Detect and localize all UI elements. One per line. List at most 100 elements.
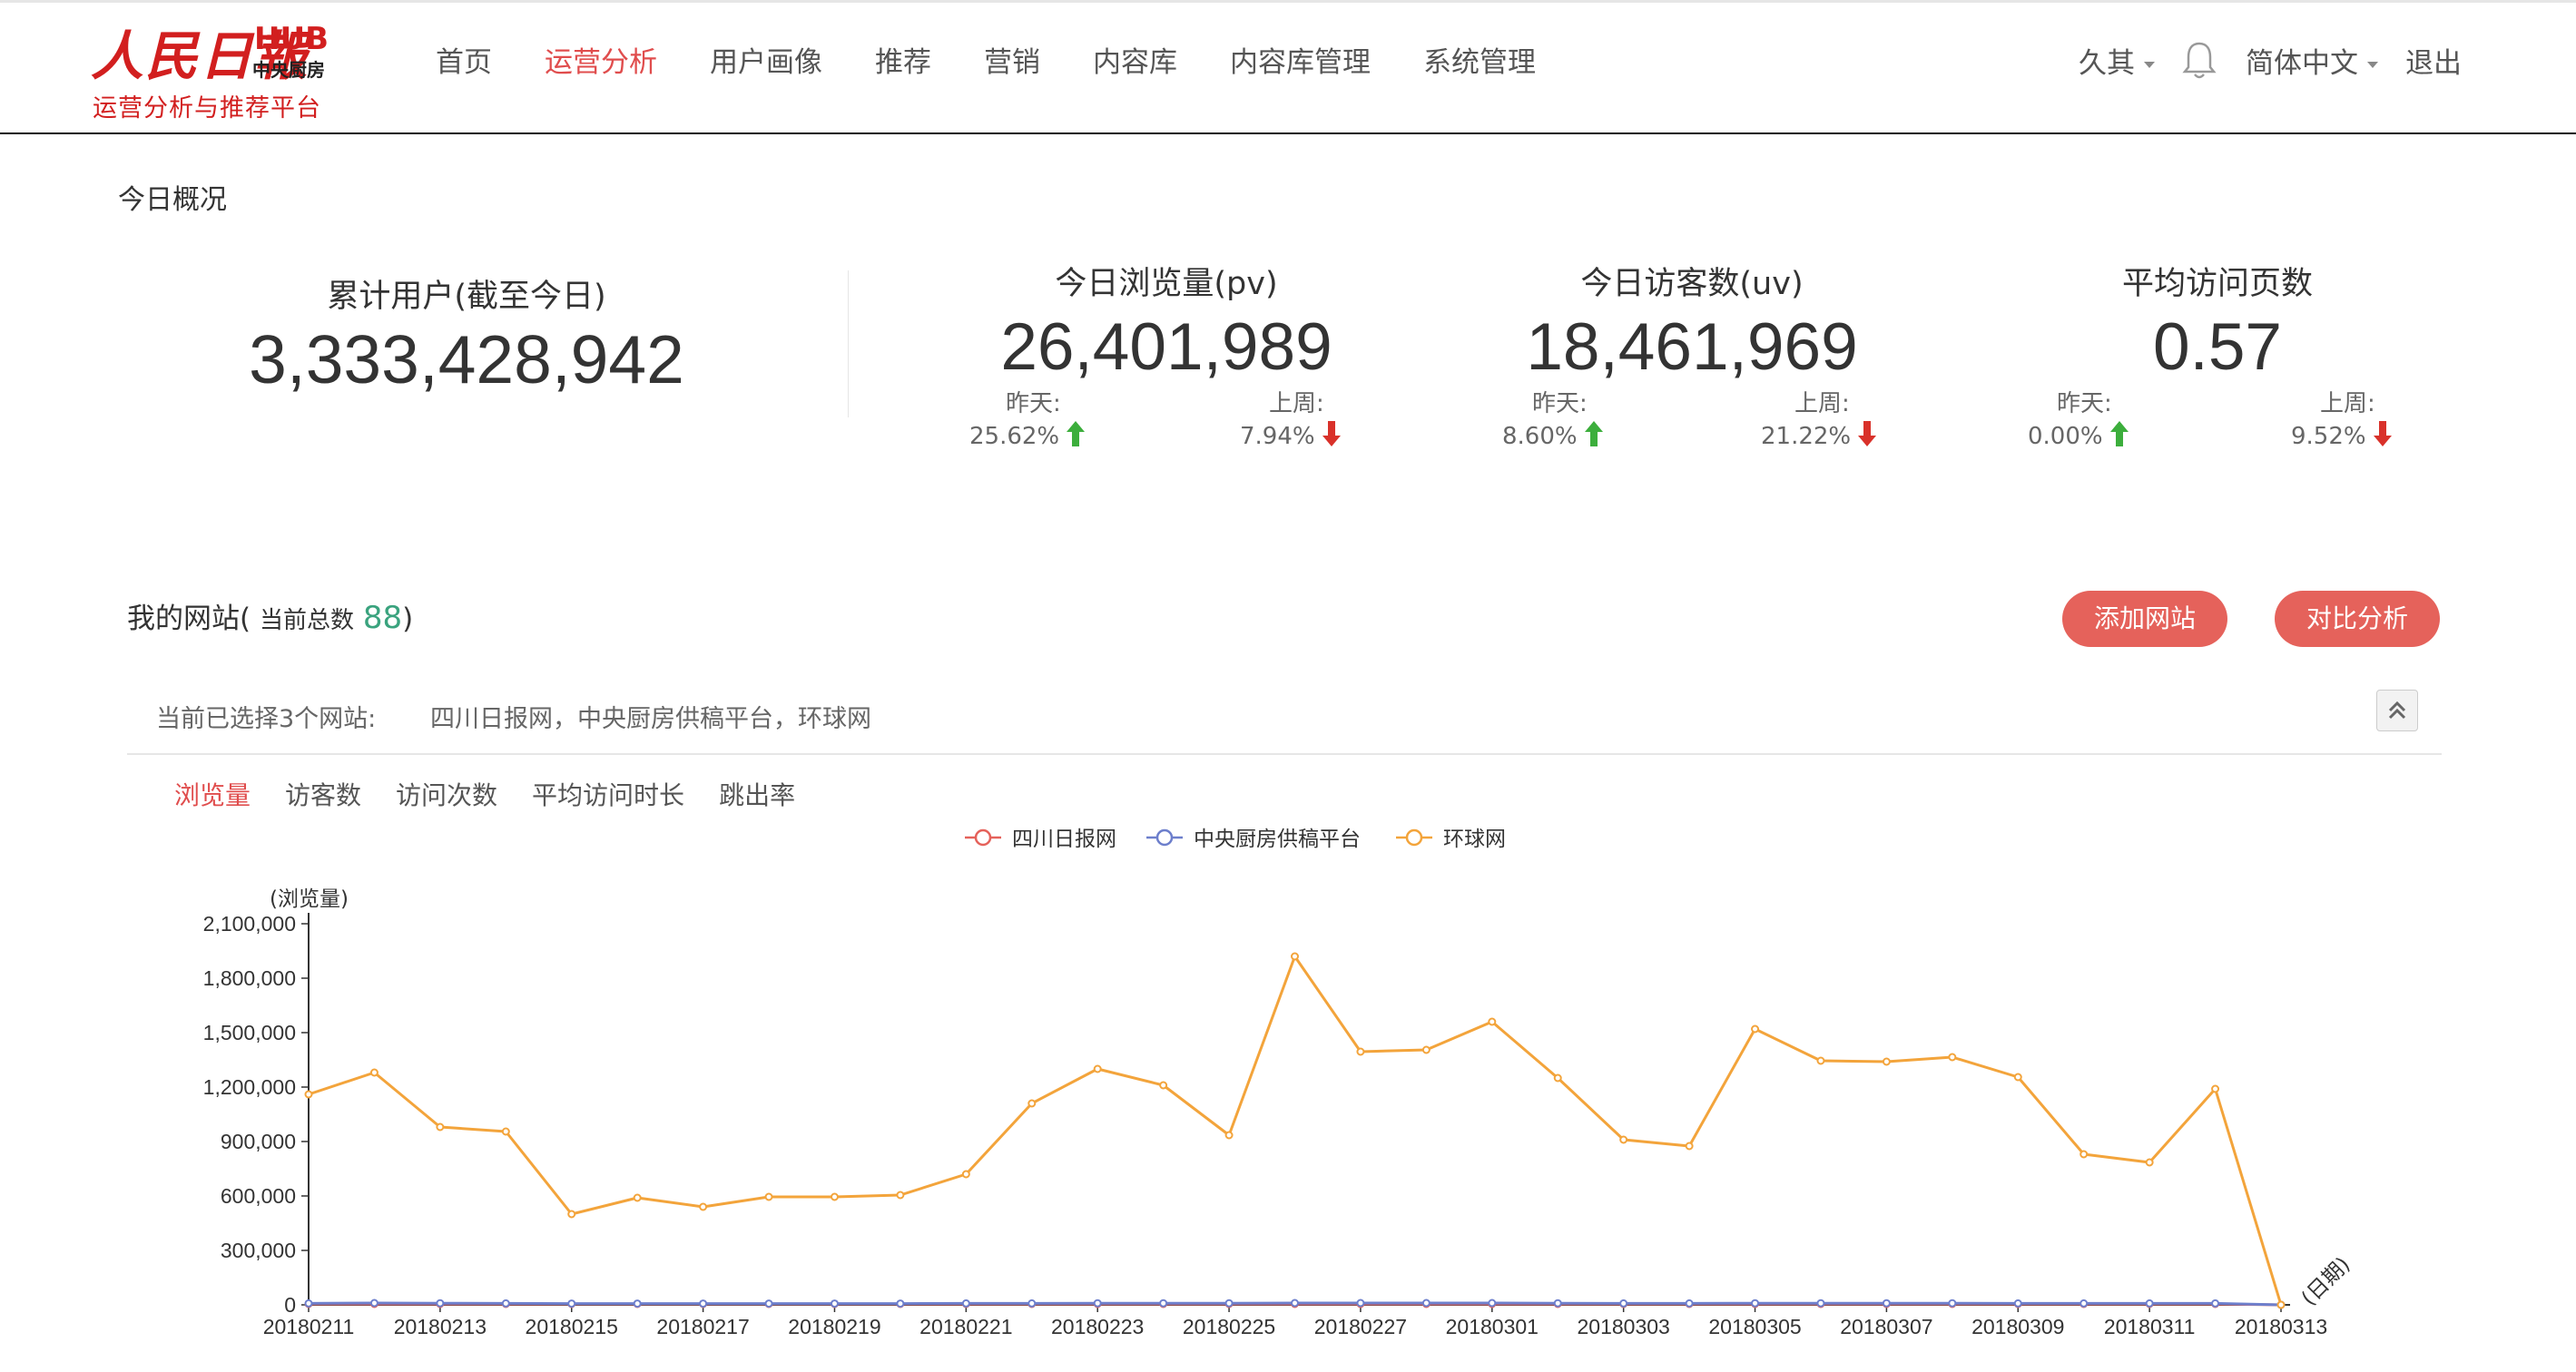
data-point: [1949, 1300, 1955, 1307]
logout-link[interactable]: 退出: [2405, 40, 2462, 81]
data-point: [1817, 1058, 1824, 1064]
data-point: [503, 1129, 509, 1135]
data-point: [897, 1192, 903, 1199]
data-point: [1292, 954, 1298, 960]
site-logo[interactable]: 人民日報 HUB 中央厨房 运营分析与推荐平台: [91, 14, 345, 121]
add-site-button[interactable]: 添加网站: [2062, 591, 2227, 647]
tab-visitors[interactable]: 访客数: [285, 776, 361, 812]
legend-marker: [1157, 830, 1172, 845]
my-sites-heading: 我的网站( 当前总数 88): [127, 595, 413, 636]
logo-hub-subtext: 中央厨房: [252, 55, 325, 82]
data-point: [1095, 1066, 1101, 1073]
y-tick-label: 1,500,000: [203, 1021, 296, 1044]
data-point: [1752, 1300, 1758, 1307]
legend-label: 四川日报网: [1012, 828, 1116, 851]
data-point: [1160, 1300, 1166, 1307]
y-tick-label: 0: [284, 1293, 296, 1317]
x-tick-label: 20180307: [1840, 1315, 1932, 1338]
selected-sites-bar: 当前已选择3个网站: 四川日报网，中央厨房供稿平台，环球网: [127, 681, 2442, 755]
data-point: [1620, 1300, 1627, 1307]
x-tick-label: 20180309: [1971, 1315, 2064, 1338]
legend-label: 环球网: [1443, 828, 1506, 851]
nav-item-marketing[interactable]: 营销: [984, 39, 1040, 80]
user-name: 久其: [2079, 47, 2135, 80]
data-point: [2080, 1152, 2087, 1158]
data-point: [1752, 1026, 1758, 1033]
data-point: [1226, 1132, 1233, 1139]
selected-sites-label: 当前已选择3个网站:: [156, 699, 376, 734]
bell-icon[interactable]: [2180, 39, 2218, 81]
avg-pages-lastweek-change: 9.52%: [2291, 419, 2394, 455]
pv-lastweek-percent: 7.94%: [1240, 423, 1315, 450]
tab-pageviews[interactable]: 浏览量: [174, 776, 251, 812]
x-tick-label: 20180219: [788, 1315, 880, 1338]
pv-label: 今日浏览量(pv): [939, 258, 1393, 304]
nav-item-user-profile[interactable]: 用户画像: [710, 39, 822, 80]
nav-item-operations-analysis[interactable]: 运营分析: [545, 39, 657, 80]
language-dropdown[interactable]: 简体中文: [2246, 40, 2378, 81]
y-tick-label: 1,200,000: [203, 1075, 296, 1099]
data-point: [1686, 1143, 1693, 1150]
site-count: 88: [363, 600, 402, 636]
x-tick-label: 20180305: [1708, 1315, 1801, 1338]
data-point: [1095, 1300, 1101, 1307]
pv-yesterday-change: 25.62%: [969, 419, 1086, 455]
avg-pages-yesterday-change: 0.00%: [2028, 419, 2130, 455]
x-tick-label: 20180227: [1314, 1315, 1407, 1338]
double-chevron-up-icon: [2377, 691, 2417, 730]
data-point: [1489, 1300, 1495, 1307]
arrow-down-icon: [1321, 419, 1342, 455]
data-point: [306, 1300, 312, 1307]
overview-divider: [848, 270, 849, 417]
chevron-down-icon: [2144, 62, 2155, 68]
data-point: [1357, 1300, 1363, 1307]
nav-item-content-library[interactable]: 内容库: [1093, 39, 1177, 80]
data-point: [437, 1124, 443, 1131]
tab-visits[interactable]: 访问次数: [396, 776, 497, 812]
site-count-label: 当前总数: [260, 607, 354, 634]
data-point: [634, 1300, 641, 1307]
series-line: [309, 956, 2281, 1305]
data-point: [371, 1300, 378, 1307]
nav-item-content-library-management[interactable]: 内容库管理: [1230, 39, 1371, 80]
data-point: [2015, 1300, 2021, 1307]
x-tick-label: 20180217: [656, 1315, 749, 1338]
nav-item-system-management[interactable]: 系统管理: [1423, 39, 1536, 80]
arrow-up-icon: [2109, 419, 2130, 455]
total-users-stat: 累计用户(截至今日) 3,333,428,942: [194, 270, 739, 398]
y-tick-label: 1,800,000: [203, 966, 296, 990]
data-point: [1028, 1300, 1035, 1307]
data-point: [1160, 1083, 1166, 1089]
tab-bounce-rate[interactable]: 跳出率: [719, 776, 795, 812]
x-tick-label: 20180313: [2235, 1315, 2327, 1338]
my-sites-title: 我的网站(: [127, 603, 251, 635]
data-point: [1028, 1101, 1035, 1107]
collapse-button[interactable]: [2376, 690, 2418, 731]
arrow-up-icon: [1583, 419, 1605, 455]
arrow-down-icon: [1856, 419, 1878, 455]
data-point: [963, 1171, 969, 1178]
data-point: [568, 1211, 575, 1218]
tab-avg-visit-duration[interactable]: 平均访问时长: [532, 776, 684, 812]
data-point: [831, 1194, 838, 1200]
user-dropdown[interactable]: 久其: [2079, 40, 2155, 81]
nav-item-home[interactable]: 首页: [436, 39, 492, 80]
x-tick-label: 20180221: [919, 1315, 1012, 1338]
nav-item-recommend[interactable]: 推荐: [875, 39, 931, 80]
y-tick-label: 300,000: [221, 1239, 296, 1262]
x-axis-label: (日期): [2297, 1253, 2355, 1311]
data-point: [2212, 1300, 2218, 1307]
data-point: [766, 1194, 772, 1200]
uv-lastweek-percent: 21.22%: [1761, 423, 1851, 450]
data-point: [1555, 1300, 1561, 1307]
compare-analysis-button[interactable]: 对比分析: [2275, 591, 2440, 647]
x-tick-label: 20180303: [1577, 1315, 1669, 1338]
data-point: [766, 1300, 772, 1307]
x-tick-label: 20180225: [1183, 1315, 1275, 1338]
x-tick-label: 20180223: [1051, 1315, 1144, 1338]
y-axis-label: (浏览量): [270, 887, 349, 911]
language-label: 简体中文: [2246, 47, 2358, 80]
x-tick-label: 20180301: [1446, 1315, 1539, 1338]
data-point: [1423, 1047, 1430, 1054]
data-point: [1226, 1300, 1233, 1307]
